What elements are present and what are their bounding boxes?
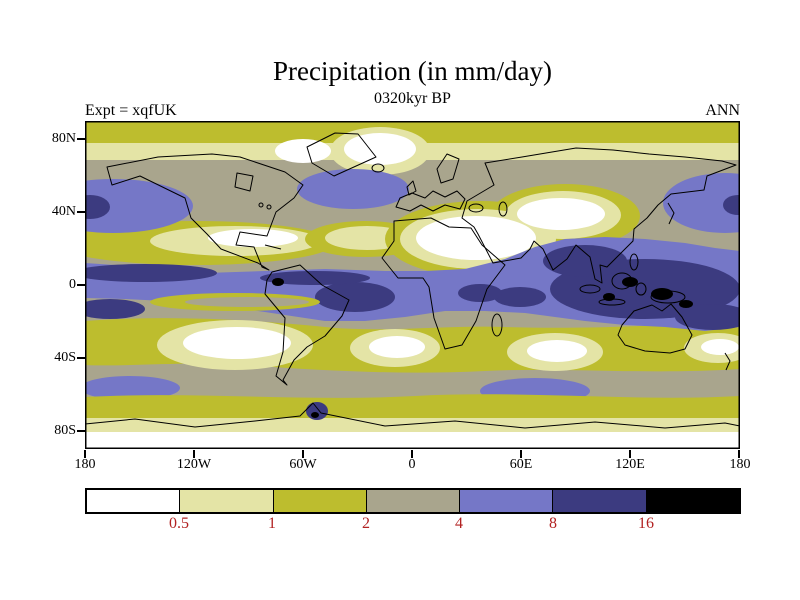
- lat-tick-mark: [77, 284, 85, 286]
- coastline-africa: [381, 217, 506, 350]
- lon-tick-label-180w: 180: [74, 457, 96, 472]
- coastline-scandinavia: [436, 153, 460, 184]
- coastline-antarctica: [85, 402, 740, 429]
- colorbar-cell-2-4: [365, 490, 460, 512]
- lon-tick-label-60e: 60E: [509, 457, 533, 472]
- coastline-caspian-sea: [498, 201, 508, 217]
- lat-tick-label-80s: 80S: [54, 423, 76, 438]
- colorbar-cell-1-2: [272, 490, 366, 512]
- lat-tick-mark: [77, 138, 85, 140]
- coastline-greenland: [306, 132, 377, 177]
- colorbar: [85, 488, 741, 514]
- coastline-philippines: [629, 253, 639, 271]
- season-label: ANN: [705, 102, 740, 119]
- colorbar-label-8: 8: [549, 515, 557, 532]
- colorbar-label-1: 1: [268, 515, 276, 532]
- coastline-asia: [461, 147, 737, 284]
- colorbar-label-0.5: 0.5: [169, 515, 189, 532]
- lat-tick-label-40s: 40S: [54, 350, 76, 365]
- lon-tick-mark: [193, 450, 195, 458]
- lon-tick-mark: [411, 450, 413, 458]
- page-title: Precipitation (in mm/day): [273, 56, 552, 86]
- lon-tick-mark: [520, 450, 522, 458]
- plot-frame: [85, 121, 740, 449]
- colorbar-cell-lt-0.5: [87, 490, 180, 512]
- precip-region-northern-storm-tracks: [85, 169, 740, 233]
- coastline-black-sea: [468, 203, 484, 213]
- coastline-madagascar: [491, 313, 503, 337]
- colorbar-cell-4-8: [459, 490, 553, 512]
- colorbar-label-16: 16: [638, 515, 654, 532]
- lon-tick-mark: [738, 450, 740, 458]
- experiment-label: Expt = xqfUK: [85, 102, 177, 119]
- lat-tick-mark: [77, 357, 85, 359]
- coastline-new-guinea: [650, 290, 686, 304]
- coastline-japan: [667, 202, 675, 225]
- lat-tick-label-80n: 80N: [51, 131, 76, 146]
- colorbar-cell-gt-16: [645, 490, 739, 512]
- precip-region-arctic: [85, 121, 740, 175]
- coastline-java: [598, 298, 626, 306]
- lon-tick-label-60w: 60W: [289, 457, 317, 472]
- lon-tick-label-180e: 180: [729, 457, 751, 472]
- lon-tick-mark: [84, 450, 86, 458]
- coastline-south-america: [264, 264, 350, 386]
- coastline-europe: [395, 190, 466, 212]
- plot-subtitle: 0320kyr BP: [374, 90, 451, 107]
- coastline-britain: [406, 180, 417, 196]
- coastline-cuba: [264, 244, 282, 250]
- lat-tick-mark: [77, 430, 85, 432]
- lon-tick-mark: [302, 450, 304, 458]
- coastline-new-zealand: [724, 352, 731, 371]
- lon-tick-mark: [629, 450, 631, 458]
- colorbar-cell-8-16: [552, 490, 646, 512]
- coastline-great-lakes: [266, 204, 272, 210]
- coastline-sumatra: [579, 284, 601, 294]
- coastline-iceland: [371, 163, 385, 173]
- lat-tick-label-40n: 40N: [51, 204, 76, 219]
- colorbar-cell-0.5-1: [179, 490, 273, 512]
- lat-tick-label-eq: 0: [69, 277, 76, 292]
- lon-tick-label-120w: 120W: [176, 457, 212, 472]
- world-precipitation-map: [85, 121, 740, 449]
- coastlines: [85, 132, 740, 429]
- precip-region-antarctic: [85, 394, 740, 449]
- lon-tick-label-120e: 120E: [615, 457, 645, 472]
- coastline-sulawesi: [635, 282, 647, 296]
- coastline-great-lakes: [258, 202, 264, 208]
- lat-tick-mark: [77, 211, 85, 213]
- coastline-borneo: [611, 272, 633, 290]
- lon-tick-label-0: 0: [408, 457, 416, 472]
- coastline-australia: [617, 303, 693, 354]
- precip-region-tropical-rain-belt: [85, 237, 740, 331]
- precip-region-north-subtropical-dry: [85, 184, 640, 277]
- coastline-north-america: [106, 153, 304, 271]
- colorbar-label-2: 2: [362, 515, 370, 532]
- coastline-hudson-bay: [234, 172, 254, 192]
- colorbar-label-4: 4: [455, 515, 463, 532]
- precip-region-south-subtropical-dry: [85, 318, 740, 373]
